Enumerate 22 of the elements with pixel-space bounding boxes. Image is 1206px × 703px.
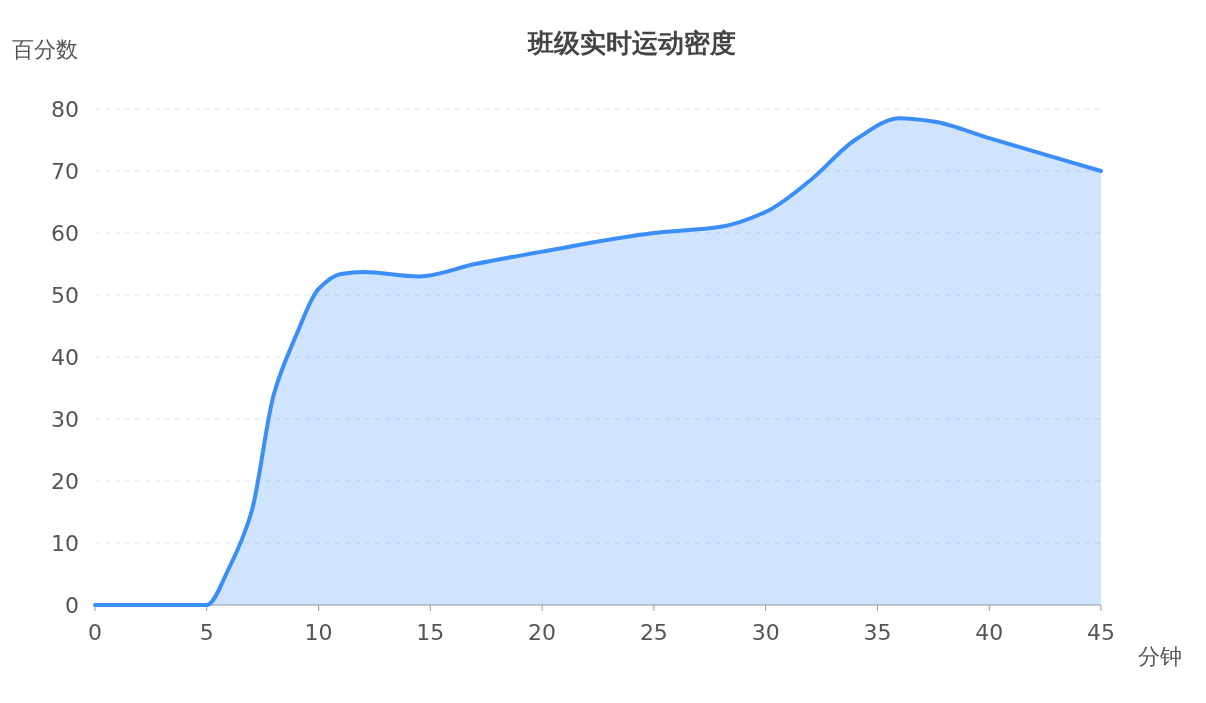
x-tick-label: 25 <box>639 620 668 645</box>
x-tick-label: 30 <box>751 620 780 645</box>
y-tick-label: 40 <box>51 345 79 370</box>
y-tick-label: 20 <box>51 469 79 494</box>
y-tick-label: 80 <box>51 97 79 122</box>
y-tick-label: 30 <box>51 407 79 432</box>
x-tick-label: 40 <box>975 620 1004 645</box>
x-tick-label: 0 <box>88 620 102 645</box>
y-tick-label: 60 <box>51 221 79 246</box>
x-axis-title: 分钟 <box>1138 644 1182 669</box>
y-tick-label: 0 <box>65 593 79 618</box>
y-tick-label: 70 <box>51 159 79 184</box>
x-tick-label: 35 <box>863 620 892 645</box>
y-tick-label: 50 <box>51 283 79 308</box>
x-tick-label: 20 <box>528 620 557 645</box>
x-tick-label: 5 <box>199 620 214 645</box>
y-axis-title: 百分数 <box>12 37 78 62</box>
x-tick-label: 15 <box>416 620 445 645</box>
y-tick-label: 10 <box>51 531 79 556</box>
x-tick-label: 45 <box>1087 620 1115 645</box>
x-tick-label: 10 <box>304 620 333 645</box>
chart-title: 班级实时运动密度 <box>527 28 736 58</box>
